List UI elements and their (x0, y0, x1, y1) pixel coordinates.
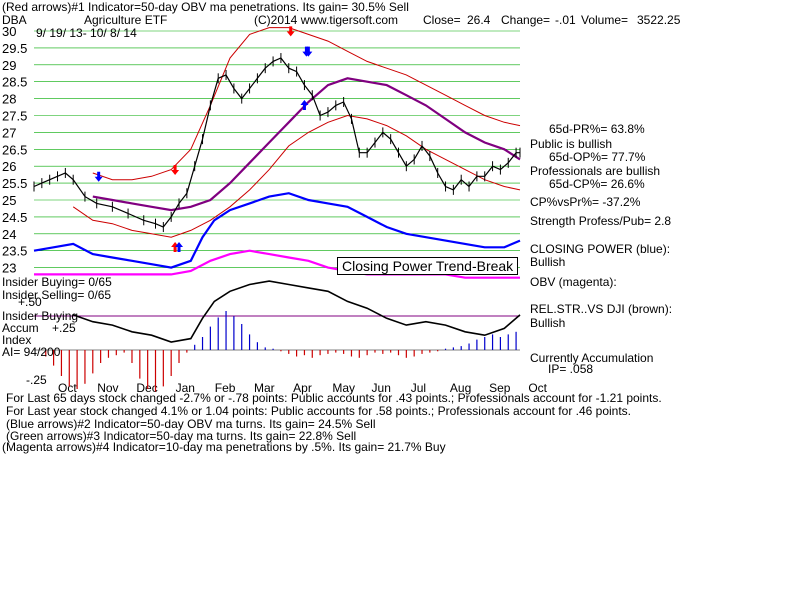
y-tick-label: 28.5 (2, 75, 27, 90)
volume-value: 3522.25 (637, 13, 681, 27)
x-tick-label: Aug (450, 381, 471, 395)
close-label: Close= (423, 13, 461, 27)
obv-line (34, 249, 520, 279)
blue-arrow-icon (94, 171, 103, 182)
date-range: 9/ 19/ 13- 10/ 8/ 14 (36, 26, 137, 40)
x-tick-label: Jun (372, 381, 391, 395)
y-tick-label: 23.5 (2, 244, 27, 259)
public-label: Public is bullish (530, 137, 613, 151)
ip-value: IP= .058 (548, 362, 594, 376)
ai-value: AI= 94/200 (2, 345, 61, 359)
y-tick-label: 25.5 (2, 176, 27, 191)
red-arrow-icon (286, 26, 295, 37)
accum-tick-minus25: -.25 (26, 373, 47, 387)
y-tick-label: 27 (2, 125, 16, 140)
header-copyright: (C)2014 www.tigersoft.com (254, 13, 399, 27)
y-tick-label: 26.5 (2, 142, 27, 157)
y-tick-label: 24 (2, 227, 16, 242)
x-tick-label: Apr (293, 381, 312, 395)
lower-band-line (72, 114, 521, 238)
x-tick-label: Nov (97, 381, 118, 395)
y-tick-label: 23 (2, 261, 16, 276)
accum-tick-plus50: +.50 (18, 295, 42, 309)
insider-buying: Insider Buying= 0/65 (2, 275, 112, 289)
x-tick-label: Mar (254, 381, 275, 395)
professionals-label: Professionals are bullish (530, 164, 661, 178)
blue-arrow-icon (300, 99, 309, 110)
red-arrow-icon (171, 164, 180, 175)
pr-label: 65d-PR%= 63.8% (549, 122, 645, 136)
price-line (33, 57, 520, 228)
y-tick-label: 28 (2, 92, 16, 107)
volume-label: Volume= (581, 13, 629, 27)
strength-label: Strength Profess/Pub= 2.8 (530, 214, 672, 228)
closing-power-label: CLOSING POWER (blue): (530, 242, 671, 256)
insider-selling: Insider Selling= 0/65 (2, 288, 112, 302)
footer-line: (Green arrows)#3 Indicator=50-day ma tur… (6, 429, 357, 443)
insider-buying-label: Insider Buying (2, 309, 79, 323)
y-tick-label: 29.5 (2, 41, 27, 56)
relative-strength-line (72, 280, 521, 343)
x-tick-label: Oct (58, 381, 77, 395)
relstr-label: REL.STR..VS DJI (brown): (530, 302, 673, 316)
cp-label: 65d-CP%= 26.6% (549, 177, 645, 191)
obv-label: OBV (magenta): (530, 275, 617, 289)
blue-arrow-icon (304, 46, 313, 57)
x-tick-label: Oct (528, 381, 547, 395)
y-tick-label: 26 (2, 159, 16, 174)
accum-index-label: Accum (2, 321, 39, 335)
x-tick-label: Sep (489, 381, 511, 395)
x-tick-label: Jul (411, 381, 426, 395)
accumulation-status: Currently Accumulation (530, 351, 654, 365)
y-tick-label: 24.5 (2, 210, 27, 225)
footer-line: (Blue arrows)#2 Indicator=50-day OBV ma … (6, 417, 376, 431)
footer-line: For Last 65 days stock changed -2.7% or … (6, 391, 662, 405)
y-tick-label: 29 (2, 58, 16, 73)
blue-arrow-icon (175, 241, 184, 252)
header-name: Agriculture ETF (84, 13, 168, 27)
footer-line: (Magenta arrows)#4 Indicator=10-day ma p… (2, 440, 446, 454)
closing-power-line (33, 192, 521, 269)
change-value: -.01 (555, 13, 576, 27)
header-indicator-line: (Red arrows)#1 Indicator=50-day OBV ma p… (2, 0, 409, 14)
close-value: 26.4 (467, 13, 491, 27)
op-label: 65d-OP%= 77.7% (549, 150, 646, 164)
y-tick-label: 30 (2, 24, 16, 39)
x-tick-label: Dec (136, 381, 157, 395)
relstr-status: Bullish (530, 316, 566, 330)
accum-index-label-2: Index (2, 333, 32, 347)
upper-band-line (92, 27, 521, 181)
x-tick-label: Feb (215, 381, 236, 395)
ma50-line (92, 77, 521, 212)
trend-break-banner: Closing Power Trend-Break (337, 257, 519, 275)
change-label: Change= (501, 13, 551, 27)
closing-power-status: Bullish (530, 255, 566, 269)
x-tick-label: May (332, 381, 355, 395)
x-tick-label: Jan (176, 381, 195, 395)
footer-line: For Last year stock changed 4.1% or 1.04… (6, 404, 632, 418)
cpvspr-label: CP%vsPr%= -37.2% (530, 195, 641, 209)
header-symbol: DBA (2, 13, 27, 27)
y-tick-label: 25 (2, 193, 16, 208)
accum-tick-plus25: +.25 (52, 321, 76, 335)
y-tick-label: 27.5 (2, 109, 27, 124)
